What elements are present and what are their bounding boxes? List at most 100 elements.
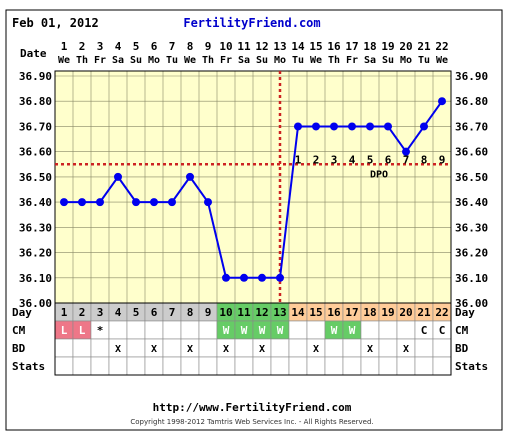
x-tick-day: 17: [345, 40, 358, 53]
table-value-day: 10: [219, 306, 232, 319]
temperature-point: [420, 122, 428, 131]
table-cell-stats: [252, 356, 272, 376]
table-value-day: 20: [399, 306, 412, 319]
dpo-label: 6: [385, 153, 392, 166]
table-cell-bd: [162, 338, 182, 358]
table-cell-stats: [198, 356, 218, 376]
table-cell-cm: [378, 320, 398, 340]
dpo-label: 2: [313, 153, 320, 166]
bottom-table: [54, 302, 452, 376]
dpo-label: 7: [403, 153, 410, 166]
table-cell-cm: [144, 320, 164, 340]
footer-url: http://www.FertilityFriend.com: [153, 401, 352, 414]
table-cell-bd: [414, 338, 434, 358]
temperature-point: [312, 122, 320, 131]
table-cell-stats: [126, 356, 146, 376]
x-tick-day: 19: [381, 40, 394, 53]
dpo-label: 4: [349, 153, 356, 166]
x-tick-day: 22: [435, 40, 448, 53]
x-tick-weekday: Fr: [346, 55, 358, 66]
table-value-bd: X: [403, 344, 409, 355]
x-tick-weekday: Sa: [364, 55, 376, 66]
y-tick-label-right: 36.60: [455, 146, 488, 159]
y-tick-label-right: 36.20: [455, 247, 488, 260]
dpo-label: 9: [439, 153, 446, 166]
temperature-point: [366, 122, 374, 131]
table-cell-bd: [126, 338, 146, 358]
x-tick-weekday: Su: [382, 55, 394, 66]
temperature-point: [258, 273, 266, 282]
x-tick-day: 21: [417, 40, 431, 53]
table-cell-bd: [342, 338, 362, 358]
table-value-cm: W: [259, 324, 266, 337]
table-cell-stats: [360, 356, 380, 376]
table-value-cm: W: [349, 324, 356, 337]
temperature-point: [204, 198, 212, 207]
table-value-day: 1: [61, 306, 68, 319]
table-cell-stats: [54, 356, 74, 376]
table-cell-cm: [306, 320, 326, 340]
x-tick-day: 18: [363, 40, 376, 53]
table-cell-bd: [324, 338, 344, 358]
x-tick-day: 4: [115, 40, 122, 53]
x-tick-day: 8: [187, 40, 194, 53]
x-tick-day: 15: [309, 40, 322, 53]
temperature-point: [438, 97, 446, 106]
table-value-cm: C: [439, 324, 446, 337]
y-tick-label-left: 36.00: [19, 297, 52, 310]
temperature-point: [222, 273, 230, 282]
temperature-point: [168, 198, 176, 207]
table-cell-stats: [144, 356, 164, 376]
y-tick-label-right: 36.90: [455, 70, 488, 83]
table-cell-stats: [378, 356, 398, 376]
row-label-left-bd: BD: [12, 342, 26, 355]
x-tick-day: 14: [291, 40, 305, 53]
table-value-day: 19: [381, 306, 394, 319]
table-value-cm: L: [61, 324, 68, 337]
table-value-cm: L: [79, 324, 86, 337]
table-cell-stats: [216, 356, 236, 376]
x-tick-weekday: Th: [328, 55, 340, 66]
table-cell-stats: [90, 356, 110, 376]
x-tick-weekday: Th: [76, 55, 88, 66]
table-cell-bd: [90, 338, 110, 358]
table-value-day: 11: [237, 306, 251, 319]
x-tick-weekday: We: [436, 55, 448, 66]
chart-date: Feb 01, 2012: [12, 16, 99, 30]
dpo-label: 3: [331, 153, 338, 166]
table-value-bd: X: [223, 344, 229, 355]
temperature-point: [60, 198, 68, 207]
dpo-caption: DPO: [370, 169, 388, 180]
row-label-left-stats: Stats: [12, 360, 45, 373]
temperature-point: [330, 122, 338, 131]
y-tick-label-left: 36.40: [19, 196, 52, 209]
x-tick-weekday: Su: [256, 55, 268, 66]
y-tick-label-right: 36.40: [455, 196, 488, 209]
x-tick-day: 13: [273, 40, 286, 53]
table-value-day: 15: [309, 306, 322, 319]
table-cell-bd: [234, 338, 254, 358]
table-value-day: 12: [255, 306, 268, 319]
table-cell-stats: [324, 356, 344, 376]
x-tick-day: 10: [219, 40, 232, 53]
table-cell-stats: [180, 356, 200, 376]
x-tick-weekday: Th: [202, 55, 214, 66]
table-value-day: 6: [151, 306, 158, 319]
temperature-point: [240, 273, 248, 282]
x-tick-day: 1: [61, 40, 68, 53]
table-cell-stats: [342, 356, 362, 376]
table-cell-bd: [432, 338, 452, 358]
x-tick-weekday: Sa: [112, 55, 124, 66]
table-cell-cm: [108, 320, 128, 340]
x-tick-day: 7: [169, 40, 176, 53]
table-cell-cm: [180, 320, 200, 340]
x-tick-day: 9: [205, 40, 212, 53]
table-cell-stats: [306, 356, 326, 376]
y-tick-label-left: 36.90: [19, 70, 52, 83]
temperature-point: [276, 273, 284, 282]
y-tick-label-right: 36.30: [455, 221, 488, 234]
table-cell-bd: [288, 338, 308, 358]
table-cell-cm: [360, 320, 380, 340]
y-tick-label-right: 36.50: [455, 171, 488, 184]
table-cell-cm: [288, 320, 308, 340]
